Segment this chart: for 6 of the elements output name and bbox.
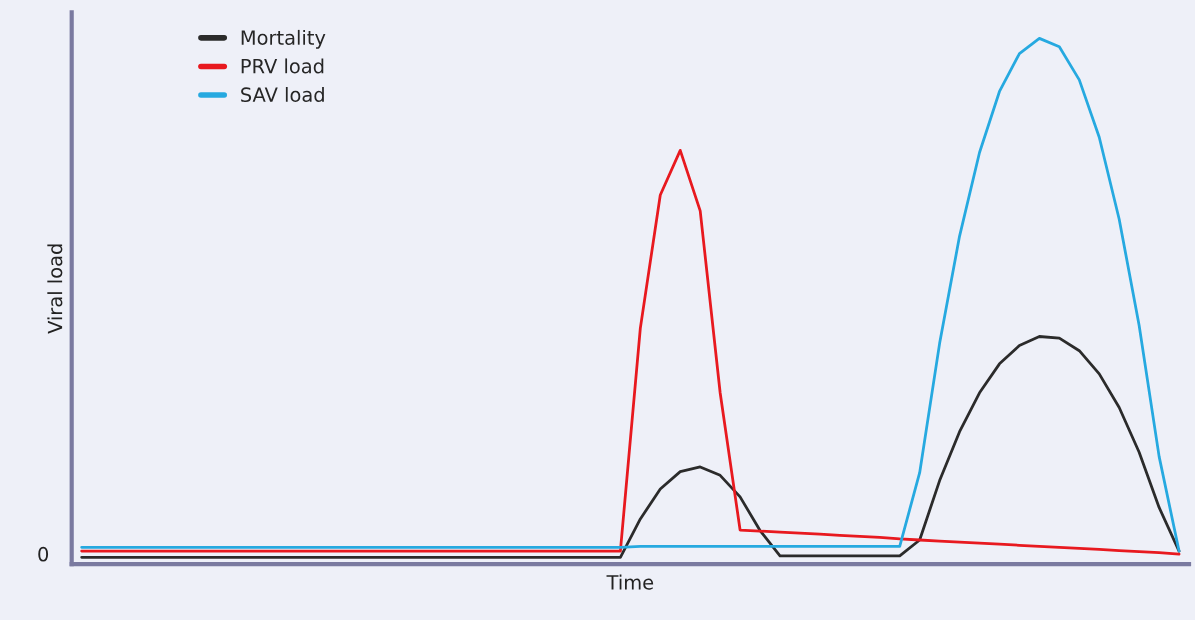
x-axis-title: Time [606, 574, 654, 590]
y-axis-title: Viral load [47, 244, 63, 334]
legend-label: SAV load [241, 86, 324, 103]
legend-label: Mortality [241, 29, 326, 49]
legend-label: PRV load [241, 58, 324, 74]
text: 0 [38, 546, 49, 562]
